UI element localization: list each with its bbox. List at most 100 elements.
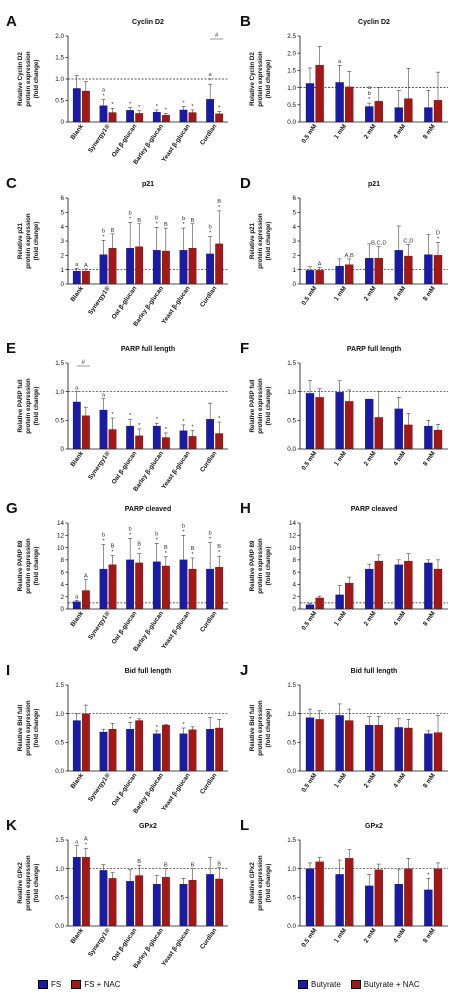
- y-tick-label-j-2: 1.0: [287, 711, 296, 718]
- bar-i-5-s1: [215, 727, 224, 772]
- y-tick-label-l-2: 1.0: [287, 866, 296, 873]
- bar-c-5-s1: [215, 243, 224, 285]
- x-tick-label-j-0: 0.5 mM: [300, 772, 318, 794]
- bar-d-0-s0: [305, 270, 315, 285]
- bar-b-1-s0: [335, 82, 344, 123]
- x-tick-label-e-5: Curdlan: [199, 450, 218, 474]
- x-tick-label-d-3: 4 mM: [392, 285, 407, 302]
- sig-label-c-4-s1-0: B: [191, 218, 195, 224]
- y-axis-label-j-1: protein expression: [257, 700, 264, 756]
- sig-label-a-3-s0-0: *: [156, 104, 159, 110]
- y-axis-label-f-0: Relative PARP full: [249, 379, 256, 432]
- bar-b-3-s1: [404, 98, 413, 123]
- x-tick-label-d-0: 0.5 mM: [300, 285, 318, 307]
- y-tick-label-d-3: 3: [292, 238, 296, 245]
- panel-letter-f: F: [240, 340, 249, 357]
- y-tick-label-b-5: 2.5: [287, 33, 296, 40]
- y-tick-label-f-3: 1.5: [287, 360, 296, 367]
- bar-i-2-s0: [126, 728, 135, 772]
- bar-g-5-s0: [206, 568, 215, 610]
- y-axis-label-l-0: Relative GPx2: [249, 862, 256, 904]
- bar-c-2-s0: [126, 248, 135, 285]
- bar-g-3-s1: [161, 565, 170, 610]
- bar-i-0-s1: [81, 713, 90, 772]
- y-tick-label-e-2: 1.0: [55, 389, 64, 396]
- bar-g-4-s1: [188, 568, 197, 610]
- y-tick-label-i-1: 0.5: [55, 740, 64, 747]
- bar-a-1-s0: [99, 105, 108, 123]
- bar-i-3-s1: [161, 724, 170, 772]
- y-axis-label-k-1: protein expression: [25, 855, 32, 911]
- sig-label-d-4-s1-1: *: [437, 236, 440, 242]
- sig-label-g-3-s1-1: *: [165, 551, 168, 557]
- x-tick-label-i-1: Synergy1®: [86, 771, 112, 803]
- x-tick-label-k-2: Oat β-glucan: [110, 927, 138, 963]
- bar-l-2-s1: [374, 869, 383, 927]
- y-tick-label-d-0: 0: [292, 281, 296, 288]
- x-tick-label-h-4: 8 mM: [422, 610, 437, 627]
- legend-left: FS FS + NAC: [38, 980, 130, 989]
- bar-b-3-s0: [394, 107, 403, 123]
- x-tick-label-c-2: Oat β-glucan: [110, 285, 138, 321]
- sig-label-g-4-s0-1: *: [182, 529, 185, 535]
- bracket-label-e: #: [82, 360, 86, 366]
- y-axis-label-k-2: (fold change): [33, 864, 40, 903]
- x-tick-label-h-1: 1 mM: [333, 610, 348, 627]
- y-tick-label-c-4: 4: [60, 224, 64, 231]
- sig-label-b-2-s0-2: *: [368, 97, 371, 103]
- sig-label-g-5-s1-1: *: [218, 550, 221, 556]
- bar-d-4-s1: [433, 255, 443, 285]
- y-tick-label-g-6: 12: [57, 532, 65, 539]
- sig-label-g-3-s1-0: B: [164, 545, 168, 551]
- y-tick-label-h-4: 8: [292, 557, 296, 564]
- sig-label-d-3-s1-0: C,D: [403, 239, 413, 245]
- sig-label-g-1-s0-1: *: [102, 539, 105, 545]
- bar-b-2-s1: [374, 101, 383, 123]
- bar-j-3-s1: [404, 727, 413, 772]
- bar-a-5-s0: [206, 99, 215, 123]
- sig-label-c-4-s0-1: *: [182, 222, 185, 228]
- sig-label-d-2-s1-0: B,C,D: [371, 241, 386, 247]
- sig-label-c-5-s0-1: *: [209, 231, 212, 237]
- y-axis-label-k-0: Relative GPx2: [17, 862, 24, 904]
- bar-a-0-s0: [72, 88, 81, 123]
- sig-label-k-0-s1-1: *: [85, 843, 88, 849]
- bar-e-0-s0: [72, 401, 81, 450]
- bar-d-1-s0: [335, 265, 344, 285]
- bar-b-4-s0: [424, 107, 433, 123]
- sig-label-g-2-s1-1: *: [138, 548, 141, 554]
- x-tick-label-a-0: Blank: [69, 123, 85, 141]
- y-axis-label-e-2: (fold change): [33, 387, 40, 426]
- y-tick-label-b-3: 1.5: [287, 68, 296, 75]
- y-axis-label-b-0: Relative Cyclin D2: [249, 52, 256, 106]
- sig-label-c-0-s0-0: a: [75, 262, 79, 268]
- bar-i-4-s0: [179, 733, 188, 772]
- bar-i-5-s0: [206, 728, 215, 772]
- panel-letter-k: K: [6, 817, 17, 834]
- bar-h-1-s0: [335, 594, 344, 610]
- bar-f-3-s0: [394, 408, 403, 450]
- x-tick-label-h-2: 2 mM: [363, 610, 378, 627]
- sig-label-g-1-s1-0: B: [111, 544, 115, 550]
- legend-swatch-butyrate: [298, 980, 308, 989]
- y-tick-label-l-0: 0.0: [287, 923, 296, 930]
- bar-k-4-s1: [188, 879, 197, 927]
- panel-title-h: PARP cleaved: [351, 506, 397, 513]
- bar-j-4-s0: [424, 733, 433, 772]
- panel-letter-d: D: [240, 175, 251, 192]
- y-tick-label-f-1: 0.5: [287, 418, 296, 425]
- y-tick-label-i-0: 0.0: [55, 768, 64, 775]
- y-axis-label-d-0: Relative p21: [249, 222, 256, 259]
- bar-f-2-s1: [374, 417, 383, 450]
- x-tick-label-c-0: Blank: [69, 285, 85, 303]
- y-tick-label-a-4: 2.0: [55, 33, 64, 40]
- legend-label-fs-nac: FS + NAC: [84, 980, 121, 989]
- y-tick-label-c-5: 5: [60, 210, 64, 217]
- y-tick-label-a-0: 0: [60, 119, 64, 126]
- sig-label-e-3-s0-0: *: [156, 417, 159, 423]
- bar-e-1-s0: [99, 409, 108, 450]
- bar-k-1-s0: [99, 870, 108, 927]
- sig-label-a-3-s1-0: *: [165, 107, 168, 113]
- sig-label-e-3-s1-0: *: [165, 427, 168, 433]
- bar-f-4-s0: [424, 425, 433, 450]
